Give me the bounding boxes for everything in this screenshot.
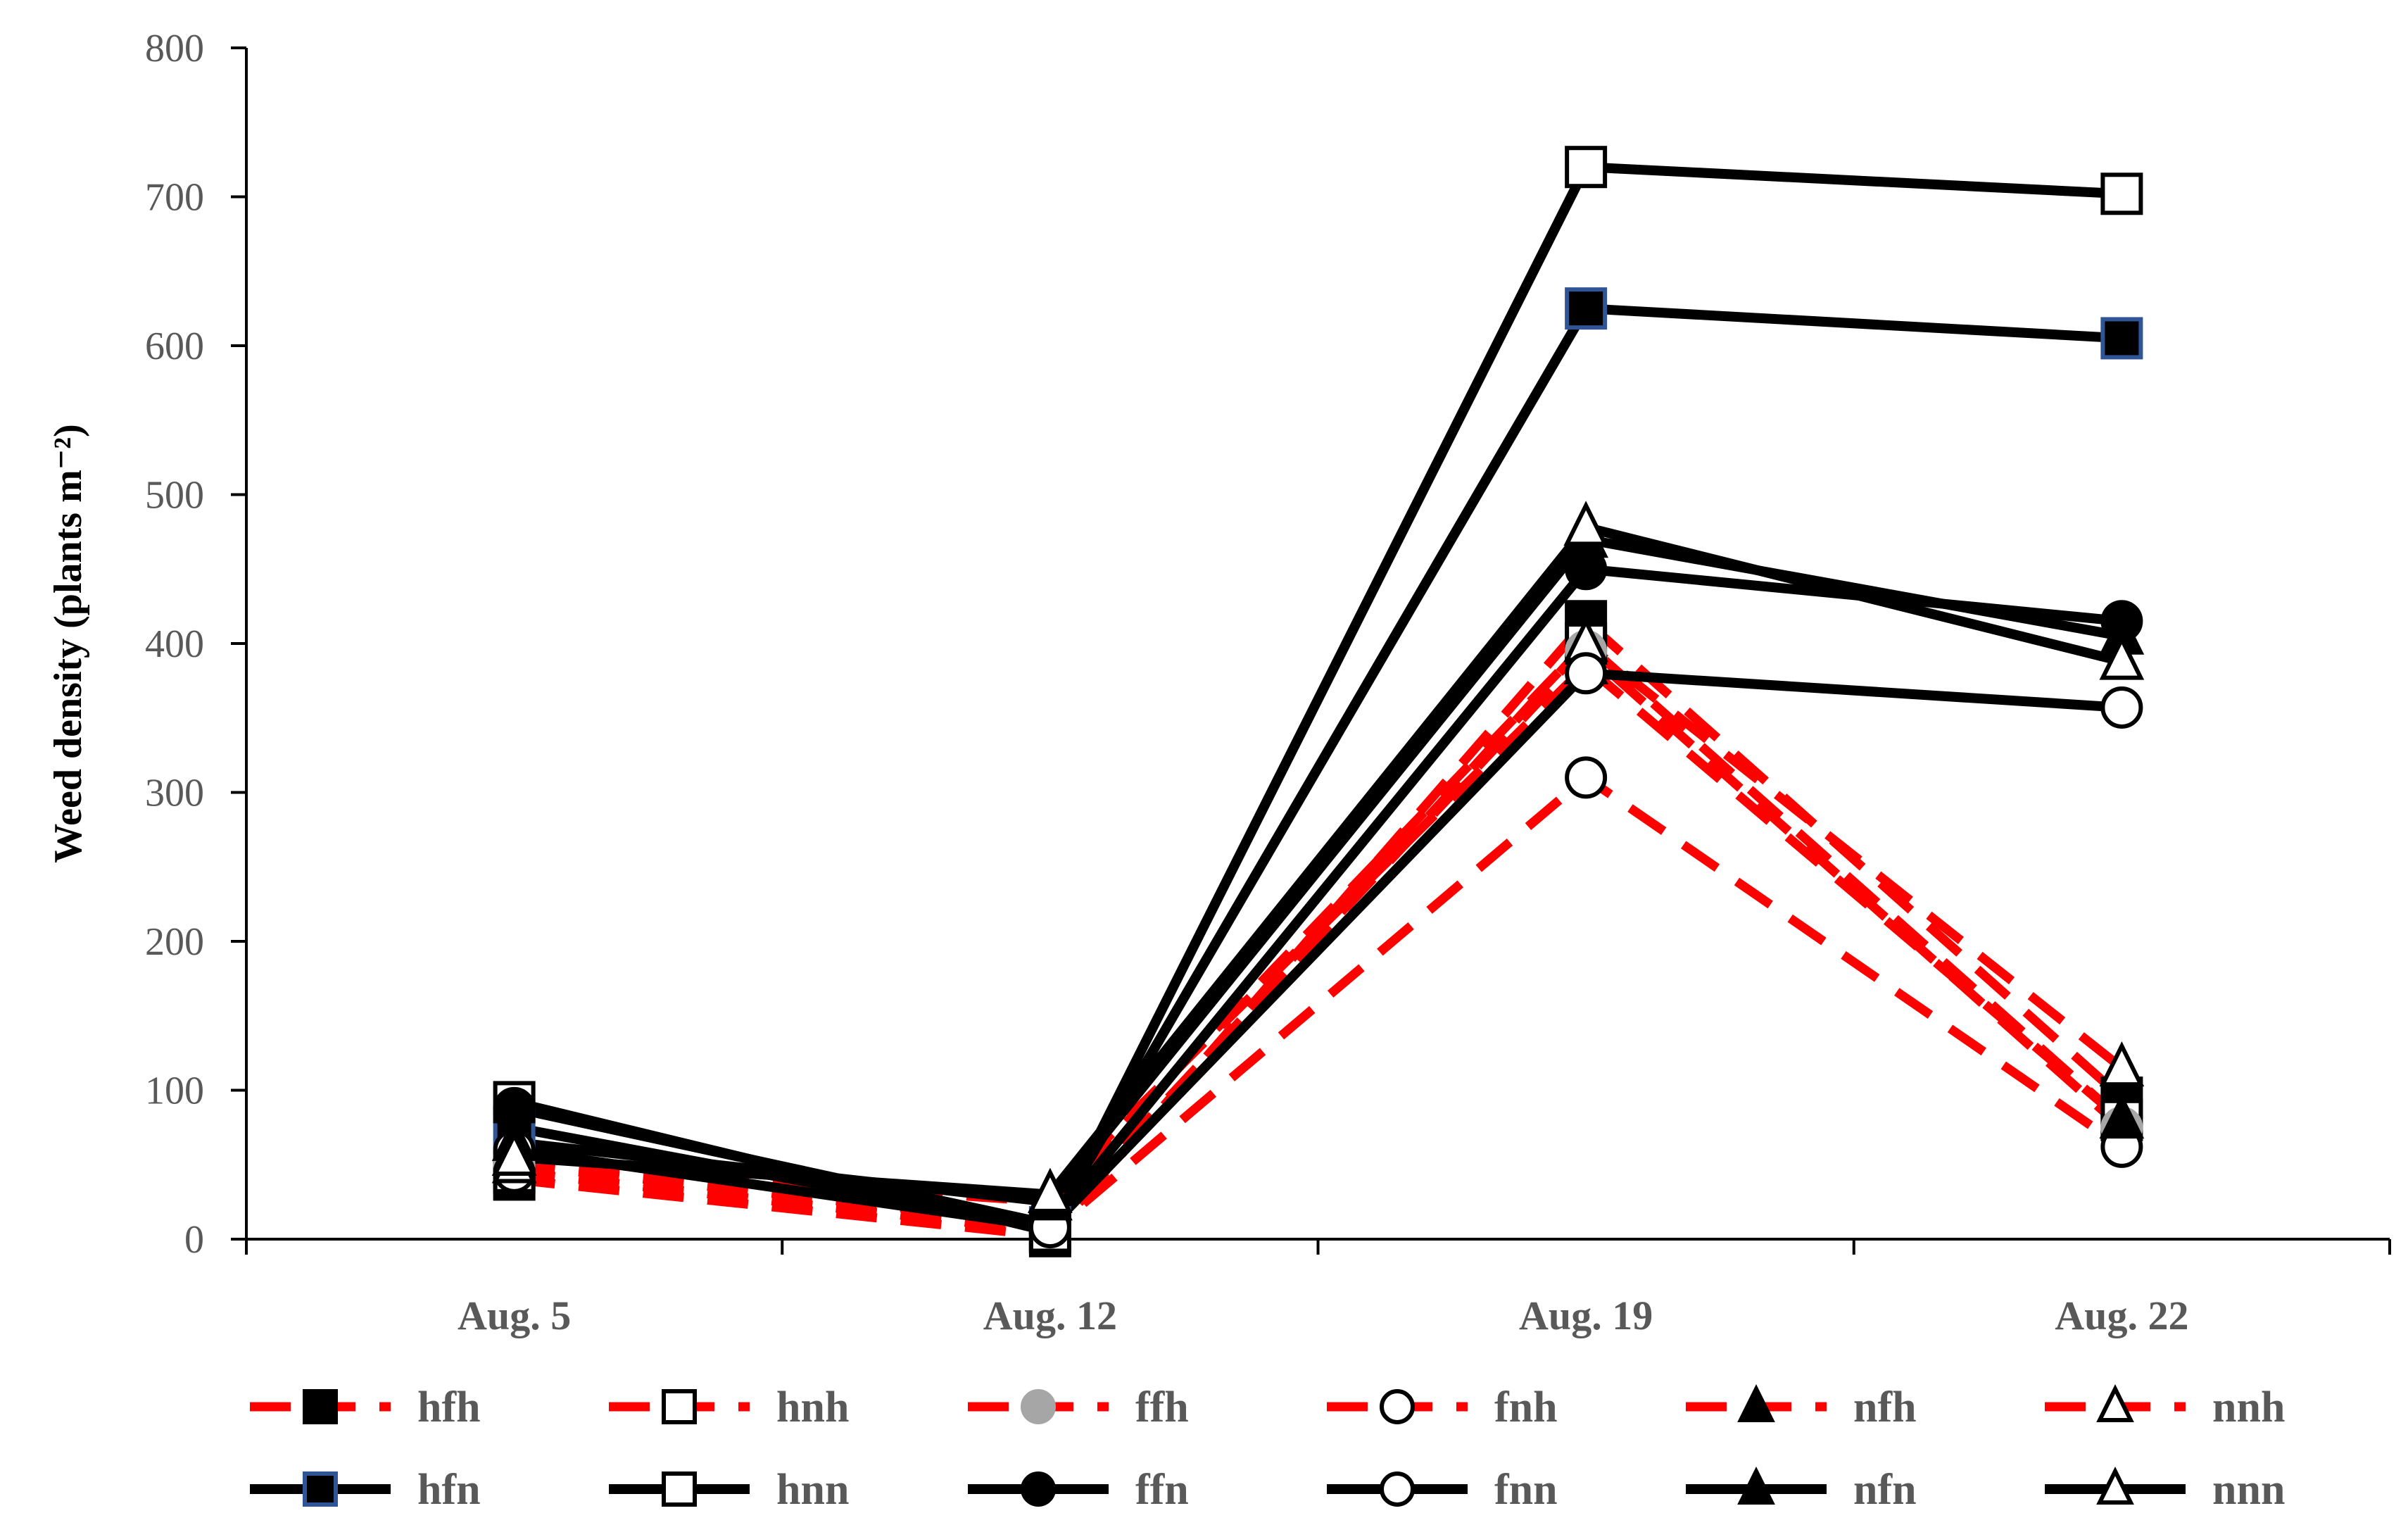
series-hfn <box>513 303 2122 1233</box>
legend-marker-nfh <box>1737 1383 1775 1422</box>
legend-label-ffn: ffn <box>1135 1466 1189 1514</box>
series-ffh <box>513 646 2125 1229</box>
legend-item-fnn: fnn <box>1327 1466 1558 1514</box>
series-line-ffn <box>513 564 2123 1229</box>
data-point-hfn <box>1565 287 1608 330</box>
legend-item-hfh: hfh <box>250 1383 481 1431</box>
legend-item-nnh: nnh <box>2045 1383 2285 1431</box>
axes: 0 100 200 300 400 500 600 700 800 Aug. 5 Aug. 12 Au… <box>46 27 2391 1338</box>
legend-label-nfh: nfh <box>1853 1383 1917 1431</box>
legend-label-hnn: hnn <box>776 1466 849 1514</box>
legend-marker-hnh <box>662 1389 697 1424</box>
data-point-nnn <box>1563 501 1608 546</box>
data-point-nfh <box>2099 1093 2145 1139</box>
legend-label-fnn: fnn <box>1494 1466 1558 1514</box>
legend-marker-hnn <box>662 1471 697 1507</box>
data-point-nnh <box>2099 1041 2145 1087</box>
legend-label-fnh: fnh <box>1494 1383 1558 1431</box>
data-point-fnn <box>2100 686 2143 729</box>
y-tick-label: 200 <box>145 920 204 964</box>
legend-marker-hfh <box>303 1389 338 1424</box>
series-line-nfn <box>513 534 2123 1207</box>
y-tick-label: 500 <box>145 474 204 517</box>
legend-item-nnn: nnn <box>2045 1466 2285 1514</box>
legend-label-hfn: hfn <box>417 1466 481 1514</box>
data-point-fnh <box>1565 756 1608 799</box>
x-category-label: Aug. 12 <box>983 1293 1117 1338</box>
legend-label-nnh: nnh <box>2212 1383 2285 1431</box>
legend-label-hfh: hfh <box>417 1383 481 1431</box>
x-category-label: Aug. 5 <box>458 1293 571 1338</box>
series-line-fnn <box>513 668 2122 1233</box>
legend-label-ffh: ffh <box>1135 1383 1189 1431</box>
y-tick-label: 700 <box>145 176 204 220</box>
legend-marker-fnh <box>1380 1389 1415 1424</box>
series-line-hfn <box>513 303 2122 1233</box>
legend-label-hnh: hnh <box>776 1383 849 1431</box>
series-markers-nnn <box>491 501 2145 1213</box>
x-category-label: Aug. 22 <box>2055 1293 2188 1338</box>
legend-marker-nnn <box>2096 1466 2134 1505</box>
series-nnn <box>514 522 2124 1200</box>
legend-marker-nnh <box>2096 1383 2134 1422</box>
legend-label-nnn: nnn <box>2212 1466 2285 1514</box>
legend-marker-ffn <box>1021 1471 1056 1507</box>
data-point-hfn <box>2100 317 2143 360</box>
series-line-fnh <box>513 772 2125 1236</box>
series-fnh <box>513 772 2125 1236</box>
legend-item-ffn: ffn <box>968 1466 1189 1514</box>
series-nfn <box>513 534 2123 1207</box>
y-tick-label: 0 <box>184 1218 204 1262</box>
legend-item-fnh: fnh <box>1327 1383 1558 1431</box>
series-layer <box>491 146 2145 1257</box>
legend-marker-nfn <box>1737 1466 1775 1505</box>
series-line-nnn <box>514 522 2124 1200</box>
y-axis-title: Weed density (plants m⁻²) <box>46 424 90 863</box>
legend-item-nfh: nfh <box>1686 1383 1917 1431</box>
legend-marker-fnn <box>1380 1471 1415 1507</box>
series-line-nfh <box>514 661 2125 1200</box>
data-point-nnn <box>2099 634 2145 680</box>
data-point-fnn <box>1565 652 1608 695</box>
y-tick-label: 300 <box>145 772 204 815</box>
legend: hfh hnh ffh fnh nfh nnh hfn hnn ffn fnn nfn nnn <box>250 1383 2285 1514</box>
x-category-label: Aug. 19 <box>1519 1293 1653 1338</box>
legend-item-hnn: hnn <box>609 1466 849 1514</box>
data-point-hnn <box>1565 146 1608 189</box>
legend-item-nfn: nfn <box>1686 1466 1917 1514</box>
data-point-hnn <box>2100 172 2143 215</box>
legend-marker-ffh <box>1021 1389 1056 1424</box>
series-fnn <box>513 668 2122 1233</box>
legend-marker-hfn <box>303 1471 338 1507</box>
y-tick-label: 400 <box>145 622 204 666</box>
legend-label-nfn: nfn <box>1853 1466 1917 1514</box>
data-point-nnn <box>491 1130 537 1176</box>
series-nnh <box>514 639 2125 1207</box>
series-line-ffh <box>513 646 2125 1229</box>
legend-item-hnh: hnh <box>609 1383 849 1431</box>
y-tick-label: 100 <box>145 1069 204 1113</box>
series-line-nnh <box>514 639 2125 1207</box>
y-tick-label: 800 <box>145 27 204 70</box>
series-ffn <box>513 564 2123 1229</box>
legend-item-hfn: hfn <box>250 1466 481 1514</box>
legend-item-ffh: ffh <box>968 1383 1189 1431</box>
data-point-nnn <box>1028 1167 1073 1213</box>
series-nfh <box>514 661 2125 1200</box>
y-tick-label: 600 <box>145 325 204 368</box>
